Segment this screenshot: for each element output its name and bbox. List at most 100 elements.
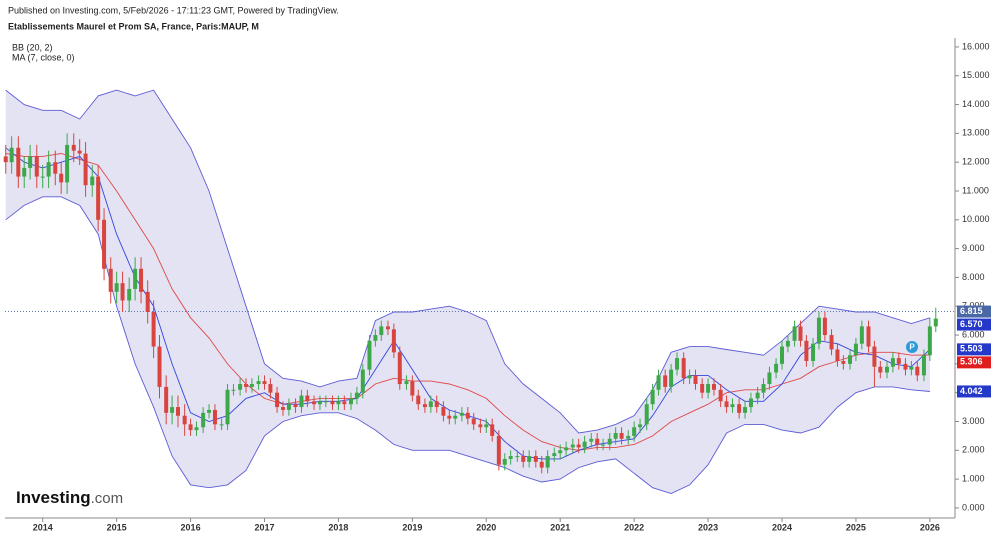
candle-body bbox=[348, 398, 353, 405]
y-tick-label: 14.000 bbox=[962, 99, 990, 109]
candle-body bbox=[539, 461, 544, 468]
candle-body bbox=[114, 283, 119, 292]
candle-body bbox=[59, 173, 64, 183]
candle-body bbox=[182, 415, 187, 425]
candle-body bbox=[441, 407, 446, 416]
candle-body bbox=[669, 369, 674, 387]
candle-body bbox=[83, 153, 88, 186]
candle-body bbox=[656, 375, 661, 390]
candle-body bbox=[397, 352, 402, 385]
logo-suffix: .com bbox=[91, 490, 124, 507]
candle-body bbox=[502, 458, 507, 465]
x-tick-label: 2019 bbox=[402, 522, 422, 532]
candle-body bbox=[194, 427, 199, 431]
candle-body bbox=[342, 401, 347, 405]
candle-body bbox=[564, 447, 569, 451]
candle-body bbox=[330, 401, 335, 405]
candle-body bbox=[28, 156, 33, 168]
candle-body bbox=[558, 450, 563, 454]
candle-body bbox=[256, 381, 261, 385]
y-tick-label: 3.000 bbox=[962, 416, 985, 426]
x-tick-label: 2016 bbox=[181, 522, 201, 532]
candle-body bbox=[700, 384, 705, 393]
candle-body bbox=[34, 156, 39, 177]
candle-body bbox=[225, 389, 230, 425]
band-fill bbox=[5, 90, 930, 494]
value-label-bg bbox=[957, 385, 991, 398]
x-tick-label: 2023 bbox=[698, 522, 718, 532]
candle-body bbox=[317, 401, 322, 405]
candle-body bbox=[434, 401, 439, 408]
y-tick-label: 13.000 bbox=[962, 128, 990, 138]
candle-body bbox=[903, 363, 908, 370]
candle-body bbox=[884, 366, 889, 373]
candle-body bbox=[96, 176, 101, 220]
candle-body bbox=[761, 384, 766, 393]
candle-body bbox=[663, 375, 668, 387]
candle-body bbox=[589, 438, 594, 442]
candle-body bbox=[207, 409, 212, 413]
candle-body bbox=[40, 176, 45, 178]
candle-body bbox=[484, 424, 489, 428]
x-tick-label: 2025 bbox=[846, 522, 866, 532]
candle-body bbox=[280, 407, 285, 410]
candle-body bbox=[853, 343, 858, 356]
candle-body bbox=[299, 395, 304, 408]
candle-body bbox=[471, 418, 476, 425]
candle-body bbox=[619, 433, 624, 439]
candle-body bbox=[878, 366, 883, 373]
candle-body bbox=[422, 404, 427, 408]
candle-body bbox=[798, 326, 803, 341]
line-bb-basis bbox=[5, 153, 930, 451]
candle-body bbox=[170, 407, 175, 413]
x-tick-label: 2018 bbox=[328, 522, 348, 532]
indicator: MA (7, close, 0) bbox=[12, 52, 75, 62]
candle-body bbox=[490, 424, 495, 436]
y-tick-label: 10.000 bbox=[962, 214, 990, 224]
x-tick-label: 2020 bbox=[476, 522, 496, 532]
candle-body bbox=[552, 453, 557, 457]
candle-body bbox=[693, 375, 698, 385]
candle-body bbox=[774, 363, 779, 373]
candle-body bbox=[848, 355, 853, 364]
candle-body bbox=[545, 456, 550, 468]
y-tick-label: 12.000 bbox=[962, 157, 990, 167]
candle-body bbox=[231, 389, 236, 391]
candle-body bbox=[373, 335, 378, 341]
candle-body bbox=[748, 398, 753, 408]
y-tick-label: 2.000 bbox=[962, 445, 985, 455]
candle-body bbox=[465, 412, 470, 419]
candle-body bbox=[866, 326, 871, 347]
y-tick-label: 9.000 bbox=[962, 243, 985, 253]
x-tick-label: 2014 bbox=[33, 522, 53, 532]
candle-body bbox=[780, 346, 785, 364]
candle-body bbox=[638, 424, 643, 428]
candle-body bbox=[360, 369, 365, 393]
candle-body bbox=[219, 424, 224, 426]
candle-body bbox=[767, 372, 772, 385]
candle-body bbox=[896, 358, 901, 364]
candle-body bbox=[650, 389, 655, 405]
logo-main: Investing bbox=[16, 488, 91, 507]
candle-body bbox=[275, 392, 280, 408]
y-tick-label: 15.000 bbox=[962, 70, 990, 80]
candle-body bbox=[367, 340, 372, 370]
candle-body bbox=[293, 404, 298, 408]
candle-body bbox=[120, 283, 125, 301]
candle-body bbox=[915, 366, 920, 376]
candle-body bbox=[459, 412, 464, 416]
candle-body bbox=[145, 291, 150, 312]
candle-body bbox=[835, 349, 840, 361]
candle-body bbox=[527, 456, 532, 462]
candle-body bbox=[582, 441, 587, 448]
candle-body bbox=[77, 150, 82, 154]
candle-body bbox=[496, 435, 501, 465]
candle-body bbox=[737, 404, 742, 413]
candle-body bbox=[410, 381, 415, 396]
candle-body bbox=[533, 456, 538, 462]
candle-body bbox=[681, 358, 686, 379]
candle-body bbox=[188, 424, 193, 431]
candle-body bbox=[201, 412, 206, 428]
candle-body bbox=[323, 401, 328, 403]
